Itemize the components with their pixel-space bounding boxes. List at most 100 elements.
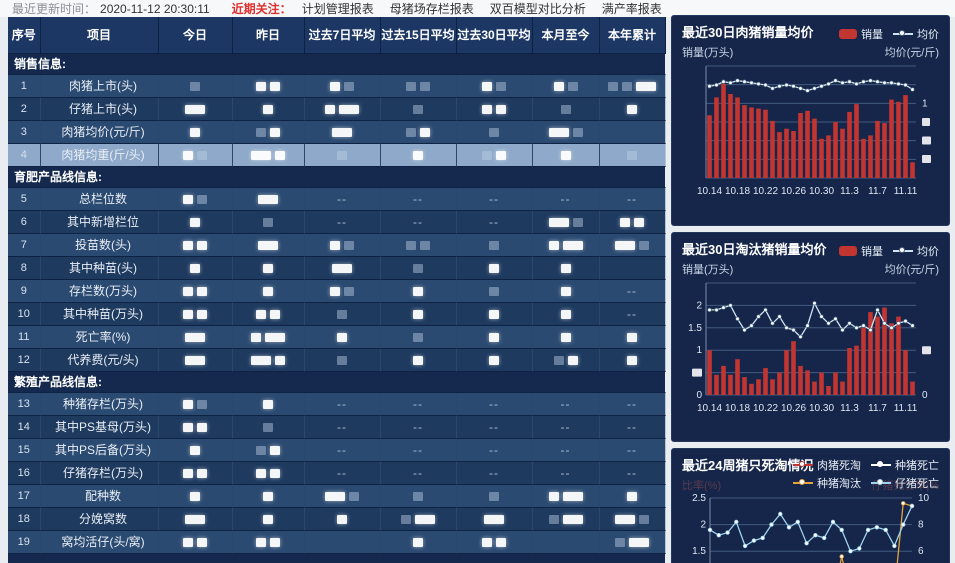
- redacted-value-block: [332, 127, 352, 137]
- table-row-17[interactable]: 17 配种数: [8, 484, 666, 508]
- nav-link-0[interactable]: 计划管理报表: [301, 2, 374, 16]
- data-cell: [232, 507, 305, 531]
- legend-item-price[interactable]: 均价: [893, 243, 939, 259]
- data-cell: --: [532, 392, 600, 416]
- data-cell: [599, 74, 666, 98]
- redacted-dashes: --: [627, 465, 637, 480]
- table-row-6[interactable]: 6 其中新增栏位 -- -- --: [8, 210, 666, 234]
- report-table: 序号 项目 今日 昨日 过去7日平均 过去15日平均 过去30日平均 本月至今 本年累计 销售信…: [8, 17, 666, 554]
- legend-item-sales[interactable]: 销量: [839, 243, 883, 259]
- redacted-value-block: [548, 217, 569, 227]
- redacted-value-block: [197, 240, 207, 250]
- data-cell: [304, 279, 381, 303]
- data-cell: [456, 484, 533, 508]
- table-row-5[interactable]: 5 总栏位数 -- -- -- -- --: [8, 187, 666, 211]
- redacted-value-block: [190, 127, 200, 137]
- redacted-value-block: [615, 240, 635, 250]
- line-dot-swatch-icon: [871, 478, 891, 488]
- data-cell: [158, 233, 233, 257]
- redacted-dashes: --: [337, 419, 347, 434]
- table-row-13[interactable]: 13 种猪存栏(万头) -- -- -- -- --: [8, 392, 666, 416]
- nav-link-2[interactable]: 双百模型对比分析: [489, 2, 586, 16]
- data-cell: [380, 348, 457, 372]
- redacted-value-block: [275, 150, 285, 160]
- data-cell: [599, 507, 666, 531]
- table-row-8[interactable]: 8 其中种苗(头): [8, 256, 666, 280]
- data-cell: --: [380, 187, 457, 211]
- data-cell: --: [456, 392, 533, 416]
- svg-text:1.5: 1.5: [692, 546, 706, 557]
- redacted-value-block: [344, 240, 354, 250]
- redacted-value-block: [560, 332, 571, 342]
- data-cell: [232, 256, 305, 280]
- column-header-5: 过去15日平均: [380, 17, 457, 54]
- table-row-15[interactable]: 15 其中PS后备(万头) -- -- -- -- --: [8, 438, 666, 462]
- legend-price-label: 均价: [917, 246, 939, 258]
- legend-item-0[interactable]: 肉猪死淘: [793, 457, 861, 473]
- data-cell: [232, 348, 305, 372]
- svg-text:11.7: 11.7: [868, 403, 887, 414]
- redacted-value-block: [197, 309, 207, 319]
- legend-item-2[interactable]: 种猪淘汰: [793, 475, 861, 491]
- table-row-3[interactable]: 3 肉猪均价(元/斤): [8, 120, 666, 144]
- legend-item-price[interactable]: 均价: [893, 26, 939, 42]
- table-row-7[interactable]: 7 投苗数(头): [8, 233, 666, 257]
- data-cell: --: [599, 461, 666, 485]
- nav-link-3[interactable]: 满产率报表: [601, 2, 662, 16]
- nav-link-1[interactable]: 母猪场存栏报表: [389, 2, 474, 16]
- legend-item-3[interactable]: 仔猪死亡: [871, 475, 939, 491]
- table-row-2[interactable]: 2 仔猪上市(头): [8, 97, 666, 121]
- data-cell: [380, 143, 457, 167]
- table-row-1[interactable]: 1 肉猪上市(头): [8, 74, 666, 98]
- data-cell: [456, 302, 533, 326]
- svg-text:11.11: 11.11: [894, 186, 918, 197]
- table-row-11[interactable]: 11 死亡率(%): [8, 325, 666, 349]
- data-cell: --: [456, 415, 533, 439]
- data-cell: [456, 233, 533, 257]
- table-row-14[interactable]: 14 其中PS基母(万头) -- -- -- -- --: [8, 415, 666, 439]
- redacted-value-block: [337, 150, 347, 160]
- table-row-12[interactable]: 12 代养费(元/头): [8, 348, 666, 372]
- redacted-value-block: [185, 514, 205, 524]
- table-row-16[interactable]: 16 仔猪存栏(万头) -- -- -- -- --: [8, 461, 666, 485]
- table-row-18[interactable]: 18 分娩窝数: [8, 507, 666, 531]
- redacted-dashes: --: [489, 191, 499, 206]
- svg-text:10.18: 10.18: [725, 186, 750, 197]
- table-row-4[interactable]: 4 肉猪均重(斤/头): [8, 143, 666, 167]
- data-cell: --: [532, 438, 600, 462]
- row-index: 16: [8, 461, 41, 485]
- data-cell: --: [456, 210, 533, 234]
- row-item-label: 存栏数(万头): [40, 279, 159, 303]
- redacted-value-block: [197, 422, 207, 432]
- redacted-dashes: --: [627, 283, 637, 298]
- data-cell: [532, 325, 600, 349]
- redacted-value-block: [258, 240, 278, 250]
- redacted-value-block: [572, 217, 583, 227]
- data-cell: [158, 348, 233, 372]
- data-cell: [599, 143, 666, 167]
- legend-item-1[interactable]: 种猪死亡: [871, 457, 939, 473]
- data-cell: [158, 187, 233, 211]
- redacted-value-block: [401, 514, 411, 524]
- table-row-10[interactable]: 10 其中种苗(万头) --: [8, 302, 666, 326]
- data-cell: [232, 97, 305, 121]
- data-cell: --: [456, 438, 533, 462]
- redacted-value-block: [639, 240, 649, 250]
- redacted-value-block: [263, 514, 273, 524]
- redacted-dashes: --: [489, 442, 499, 457]
- redacted-value-block: [190, 445, 200, 455]
- row-index: 12: [8, 348, 41, 372]
- column-header-0: 序号: [8, 17, 41, 54]
- svg-text:2: 2: [696, 300, 702, 311]
- row-item-label: 其中种苗(万头): [40, 302, 159, 326]
- legend-item-sales[interactable]: 销量: [839, 26, 883, 42]
- table-row-9[interactable]: 9 存栏数(万头) --: [8, 279, 666, 303]
- table-row-19[interactable]: 19 窝均活仔(头/窝): [8, 530, 666, 554]
- data-cell: [532, 484, 600, 508]
- data-cell: [232, 74, 305, 98]
- redacted-value-block: [413, 491, 423, 501]
- redacted-value-block: [620, 217, 630, 227]
- redacted-value-block: [420, 240, 430, 250]
- redacted-value-block: [344, 286, 354, 296]
- row-index: 17: [8, 484, 41, 508]
